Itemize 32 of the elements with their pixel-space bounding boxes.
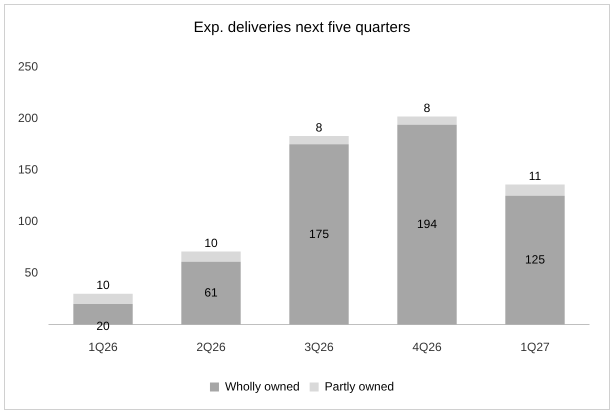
- bar: [289, 144, 349, 325]
- data-label: 175: [308, 226, 330, 241]
- x-tick-label: 1Q26: [88, 340, 118, 354]
- x-tick-label: 3Q26: [304, 340, 334, 354]
- y-tick-label: 200: [18, 110, 38, 125]
- bar: [397, 124, 457, 325]
- bar: [505, 184, 565, 196]
- data-label: 125: [524, 252, 546, 267]
- data-label: 194: [416, 216, 438, 231]
- bar: [73, 294, 133, 304]
- y-tick-label: 50: [24, 265, 38, 280]
- chart-title: Exp. deliveries next five quarters: [194, 19, 410, 36]
- bar: [289, 136, 349, 144]
- data-label: 8: [316, 120, 323, 134]
- bar: [505, 196, 565, 325]
- bar: [181, 251, 241, 262]
- data-label: 20: [96, 318, 110, 333]
- x-tick-label: 1Q27: [520, 340, 550, 354]
- legend-label: Wholly owned: [224, 379, 300, 394]
- data-label: 8: [424, 100, 431, 115]
- data-label: 11: [528, 168, 542, 183]
- y-tick-label: 150: [18, 162, 38, 176]
- legend-label: Partly owned: [324, 379, 394, 394]
- y-tick-label: 250: [18, 59, 38, 74]
- data-label: 61: [204, 285, 218, 300]
- x-tick-label: 4Q26: [412, 340, 442, 354]
- x-tick-label: 2Q26: [196, 340, 226, 354]
- bar: [181, 262, 241, 325]
- data-label: 10: [204, 236, 218, 250]
- y-tick-label: 100: [18, 214, 38, 228]
- data-label: 10: [96, 278, 110, 292]
- bar: [397, 116, 457, 125]
